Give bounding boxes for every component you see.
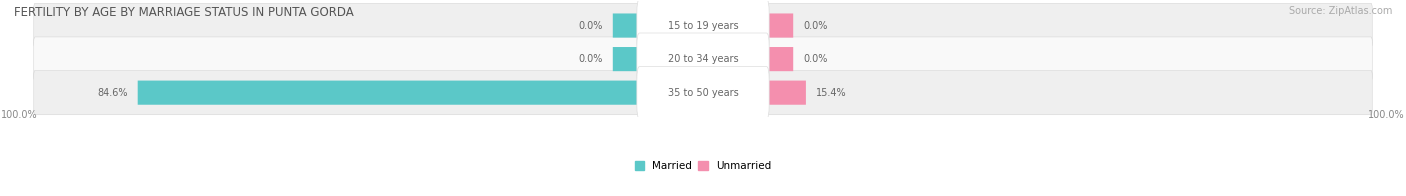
Text: 15.4%: 15.4% <box>815 88 846 98</box>
Text: 100.0%: 100.0% <box>1368 111 1405 121</box>
Text: 0.0%: 0.0% <box>578 21 603 31</box>
FancyBboxPatch shape <box>637 67 769 119</box>
Text: 84.6%: 84.6% <box>97 88 128 98</box>
FancyBboxPatch shape <box>637 33 769 85</box>
FancyBboxPatch shape <box>34 71 1372 115</box>
Text: 15 to 19 years: 15 to 19 years <box>668 21 738 31</box>
FancyBboxPatch shape <box>613 14 640 38</box>
FancyBboxPatch shape <box>766 14 793 38</box>
Text: 0.0%: 0.0% <box>803 54 828 64</box>
FancyBboxPatch shape <box>637 0 769 52</box>
Text: 0.0%: 0.0% <box>803 21 828 31</box>
Text: 35 to 50 years: 35 to 50 years <box>668 88 738 98</box>
Text: FERTILITY BY AGE BY MARRIAGE STATUS IN PUNTA GORDA: FERTILITY BY AGE BY MARRIAGE STATUS IN P… <box>14 6 354 19</box>
Text: 20 to 34 years: 20 to 34 years <box>668 54 738 64</box>
Text: 100.0%: 100.0% <box>1 111 38 121</box>
FancyBboxPatch shape <box>703 81 766 105</box>
FancyBboxPatch shape <box>640 81 703 105</box>
FancyBboxPatch shape <box>766 47 793 71</box>
FancyBboxPatch shape <box>766 81 806 105</box>
FancyBboxPatch shape <box>34 3 1372 48</box>
FancyBboxPatch shape <box>138 81 640 105</box>
Text: 0.0%: 0.0% <box>578 54 603 64</box>
Legend: Married, Unmarried: Married, Unmarried <box>630 157 776 175</box>
FancyBboxPatch shape <box>34 37 1372 81</box>
FancyBboxPatch shape <box>613 47 640 71</box>
Text: Source: ZipAtlas.com: Source: ZipAtlas.com <box>1288 6 1392 16</box>
